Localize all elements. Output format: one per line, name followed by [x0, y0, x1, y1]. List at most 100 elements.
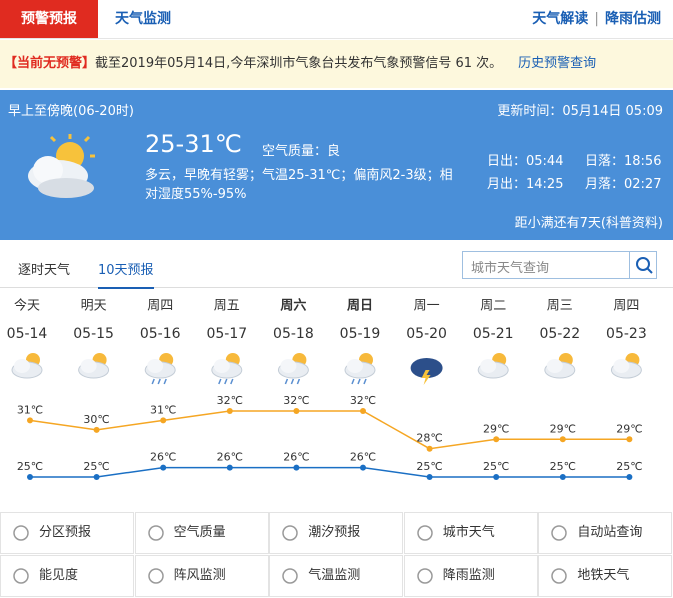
drop — [230, 378, 234, 385]
weather-icon — [477, 353, 509, 379]
drop — [363, 378, 367, 385]
menu-icon — [13, 568, 29, 584]
cloud — [213, 359, 230, 373]
weather-icon — [211, 353, 243, 385]
weather-icon — [78, 353, 110, 379]
tab-active[interactable]: 预警预报 — [0, 0, 98, 38]
temp-label: 26℃ — [217, 451, 243, 464]
weather-icon — [544, 353, 576, 379]
search-box[interactable]: 城市天气查询 — [462, 251, 657, 279]
cloud — [546, 359, 563, 373]
today-temp: 25-31℃ — [145, 130, 242, 158]
menu-item[interactable]: 潮汐预报 — [269, 512, 404, 554]
menu-label: 降雨监测 — [442, 568, 495, 583]
weather-icon — [277, 353, 309, 385]
temp-label: 32℃ — [283, 394, 309, 407]
low-point — [426, 474, 433, 480]
menu-icon — [282, 525, 298, 541]
history-link[interactable]: 历史预警查询 — [518, 56, 597, 71]
date: 05-17 — [206, 326, 247, 342]
temp-label: 26℃ — [283, 451, 309, 464]
menu-item[interactable]: 城市天气 — [403, 512, 538, 554]
menu-item[interactable]: 阵风监测 — [134, 555, 269, 597]
solar-term[interactable]: 距小满还有7天(科普资料) — [514, 216, 663, 231]
low-point — [559, 474, 566, 480]
desc: 多云，早晚有轻雾；气温25-31℃；偏南风2-3级；相 — [145, 168, 453, 183]
menu-icon — [551, 568, 568, 584]
search-placeholder: 城市天气查询 — [471, 261, 550, 276]
temp-label: 29℃ — [550, 422, 576, 435]
alert-status: 【当前无预警】 — [4, 56, 96, 71]
menu-icon — [13, 525, 29, 541]
low-point — [293, 464, 300, 471]
temp-label: 25℃ — [616, 460, 642, 473]
menu-label: 阵风监测 — [173, 568, 226, 583]
link[interactable]: 降雨估测 — [605, 11, 661, 27]
cloud — [410, 358, 443, 378]
day: 周一 — [414, 299, 440, 314]
high-point — [626, 436, 633, 443]
date: 05-20 — [406, 326, 447, 342]
low-point — [27, 474, 33, 480]
menu-item[interactable]: 气温监测 — [269, 555, 404, 597]
sunset: 日落：18:56 — [585, 154, 662, 169]
high-point — [426, 445, 433, 452]
day: 周二 — [480, 299, 506, 314]
tab[interactable]: 天气监测 — [115, 11, 171, 27]
menu-icon — [147, 525, 164, 541]
temp-label: 28℃ — [416, 432, 442, 445]
menu-item[interactable]: 分区预报 — [0, 512, 134, 554]
high-point — [559, 436, 566, 443]
menu-label: 气温监测 — [308, 568, 361, 583]
drop — [357, 378, 361, 385]
temp-label: 25℃ — [416, 460, 442, 473]
updated: 更新时间：05月14日 05:09 — [497, 104, 663, 119]
day: 周六 — [280, 298, 306, 314]
menu-item[interactable]: 能见度 — [0, 555, 134, 597]
moonset: 月落：02:27 — [585, 177, 662, 192]
high-point — [27, 417, 33, 424]
menu-icon — [282, 568, 298, 584]
day: 周日 — [347, 299, 373, 314]
menu-icon — [551, 525, 568, 541]
drop — [351, 378, 355, 385]
low-line — [30, 466, 630, 478]
search-icon[interactable] — [629, 252, 658, 278]
menu-label: 自动站查询 — [577, 525, 643, 540]
high-point — [493, 436, 500, 443]
temp-label: 25℃ — [83, 460, 109, 473]
drop — [157, 378, 161, 385]
menu-grid: 分区预报 空气质量 潮汐预报 城市天气 自动站查询能见度 阵风监测 气温监测 降雨监测 地铁天气 — [0, 512, 673, 598]
link[interactable]: 天气解读 — [532, 11, 589, 27]
drop — [163, 378, 167, 385]
cloud — [613, 359, 630, 373]
drop — [284, 378, 289, 385]
menu-item[interactable]: 空气质量 — [134, 512, 269, 554]
high-line — [29, 410, 630, 450]
date: 05-23 — [606, 326, 647, 342]
drop — [151, 378, 155, 385]
weather-icon — [610, 353, 642, 379]
menu-icon — [417, 525, 433, 541]
menu-item[interactable]: 降雨监测 — [403, 555, 538, 597]
menu-item[interactable]: 自动站查询 — [538, 512, 673, 554]
tab[interactable]: 逐时天气 — [18, 263, 71, 278]
temp-label: 25℃ — [483, 460, 509, 473]
drop — [224, 378, 228, 385]
day: 周五 — [214, 299, 240, 314]
temp-label: 32℃ — [217, 394, 243, 407]
weather-icon — [410, 358, 443, 385]
menu-item[interactable]: 地铁天气 — [538, 555, 673, 597]
aqi: 空气质量：良 — [262, 140, 340, 159]
bolt — [421, 370, 431, 385]
cloud — [147, 359, 164, 373]
temp-label: 31℃ — [17, 403, 43, 416]
cloud — [347, 359, 363, 373]
low-point — [160, 464, 167, 471]
tab-active[interactable]: 10天预报 — [98, 259, 154, 289]
temp-label: 29℃ — [483, 422, 509, 435]
low-point — [360, 464, 366, 471]
top-links: 天气解读 | 降雨估测 — [532, 11, 661, 27]
day: 周四 — [147, 299, 173, 314]
forecast: 今天 05-14 明天 05-15 周四 05-16 周五 05-17 周六 05-18 周日 05-… — [7, 298, 647, 480]
